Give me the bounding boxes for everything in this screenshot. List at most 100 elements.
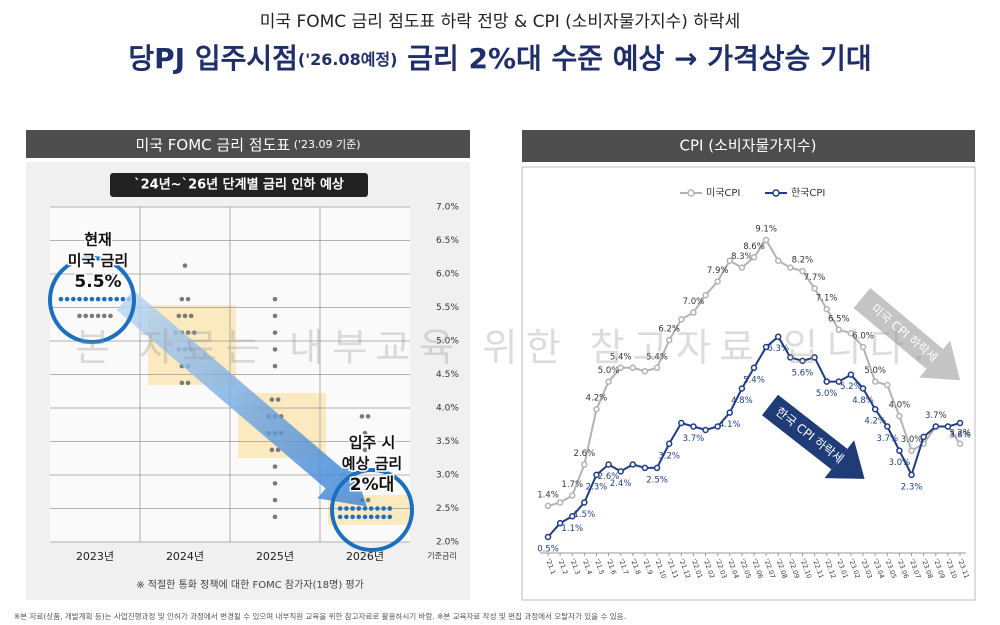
arrow-head — [824, 440, 865, 479]
point — [908, 471, 915, 479]
point — [932, 423, 940, 430]
title-part: 당PJ 입주시점 — [128, 42, 298, 75]
dot — [182, 313, 188, 319]
value-label: 2.6% — [574, 449, 596, 459]
dot — [344, 506, 349, 511]
dot — [77, 313, 82, 319]
dot — [95, 313, 101, 319]
point — [702, 292, 709, 299]
dot — [120, 296, 126, 302]
dot — [272, 497, 278, 503]
dot — [362, 464, 368, 469]
dot — [337, 514, 343, 520]
dot — [179, 380, 185, 386]
dot — [192, 330, 197, 335]
highlight-circle — [330, 468, 414, 552]
arrow-shaft — [761, 394, 848, 470]
value-label: 5.4% — [743, 375, 765, 385]
dot — [83, 296, 88, 302]
value-label: 3.2% — [949, 428, 971, 438]
dot — [375, 506, 380, 511]
legend-label: 미국CPI — [706, 187, 740, 199]
note: ※ 적절한 통화 정책에 대한 FOMC 참가자(18명) 평가 — [136, 578, 364, 591]
dot — [83, 313, 88, 319]
y-tick-label: 3.5% — [436, 437, 459, 447]
dot — [356, 514, 362, 520]
y-axis-label: 기준금리 — [427, 552, 456, 561]
dot — [272, 330, 278, 335]
arrow-shaft — [116, 290, 343, 489]
point — [859, 385, 867, 392]
point — [665, 440, 673, 448]
value-label: 3.7% — [683, 434, 705, 444]
annotation: 예상 금리 — [342, 455, 402, 473]
point — [556, 499, 564, 506]
dot — [188, 313, 194, 319]
dot — [64, 296, 70, 302]
point — [556, 519, 564, 527]
point — [859, 343, 867, 351]
panel-header — [522, 130, 975, 162]
dot — [381, 514, 386, 520]
value-label: 4.0% — [889, 401, 911, 411]
value-label: 1.7% — [561, 480, 583, 490]
point — [738, 385, 746, 392]
dot — [185, 380, 191, 386]
dot — [365, 414, 371, 419]
point — [544, 502, 552, 510]
point — [714, 278, 721, 285]
point — [714, 423, 721, 430]
legend-marker — [687, 189, 695, 197]
footnote: ※본 자료(상품, 개발계획 등)는 사업진행과정 및 인허가 과정에서 변경될… — [14, 611, 626, 621]
dot — [102, 296, 107, 302]
value-label: 5.4% — [610, 352, 632, 362]
dot — [95, 296, 101, 302]
value-label: 4.8% — [731, 396, 753, 406]
dot — [387, 514, 393, 520]
point — [738, 264, 746, 271]
annotation: 현재 — [84, 231, 112, 249]
value-label: 6.0% — [852, 332, 874, 342]
value-label: 2.4% — [610, 479, 632, 489]
y-tick-label: 5.0% — [436, 337, 459, 347]
value-label: 3.7% — [876, 434, 898, 444]
value-label: 2.3% — [901, 482, 923, 492]
point — [799, 357, 806, 365]
point — [884, 381, 891, 389]
point — [847, 329, 855, 337]
value-label: 8.3% — [731, 252, 753, 262]
dot — [71, 296, 76, 302]
point — [835, 326, 843, 334]
point — [774, 333, 782, 340]
value-label: 5.0% — [864, 366, 886, 376]
panel-title: CPI (소비자물가지수) — [679, 137, 816, 155]
dot — [269, 447, 275, 453]
dot — [375, 514, 380, 520]
value-label: 2.3% — [586, 482, 608, 492]
dot — [272, 347, 278, 352]
legend-marker — [772, 189, 780, 197]
watermark: 본 자료는 내부교육 위한 참고자료 입니다. — [75, 326, 925, 370]
arrow-shaft — [853, 288, 944, 370]
value-label: 3.8% — [949, 431, 971, 441]
title-part: 미국 FOMC 금리 점도표 — [135, 136, 290, 154]
dot — [269, 397, 275, 402]
title-part: 금리 2%대 수준 예상 → 가격상승 기대 — [397, 42, 871, 75]
dot — [185, 296, 191, 302]
point — [896, 447, 903, 454]
point — [653, 364, 661, 372]
value-label: 5.0% — [598, 366, 620, 376]
title-part: ('26.08예정) — [298, 50, 398, 69]
value-label: 3.7% — [925, 411, 947, 421]
point — [811, 285, 818, 292]
point — [750, 254, 758, 261]
subtitle: 미국 FOMC 금리 점도표 하락 전망 & CPI (소비자물가지수) 하락세 — [260, 12, 740, 32]
x-tick-label: 2025년 — [256, 550, 294, 563]
value-label: 5.6% — [792, 368, 814, 378]
point — [787, 264, 794, 271]
dot — [114, 296, 119, 302]
dot — [272, 363, 278, 369]
dot — [179, 296, 185, 302]
value-label: 3.2% — [658, 451, 680, 461]
